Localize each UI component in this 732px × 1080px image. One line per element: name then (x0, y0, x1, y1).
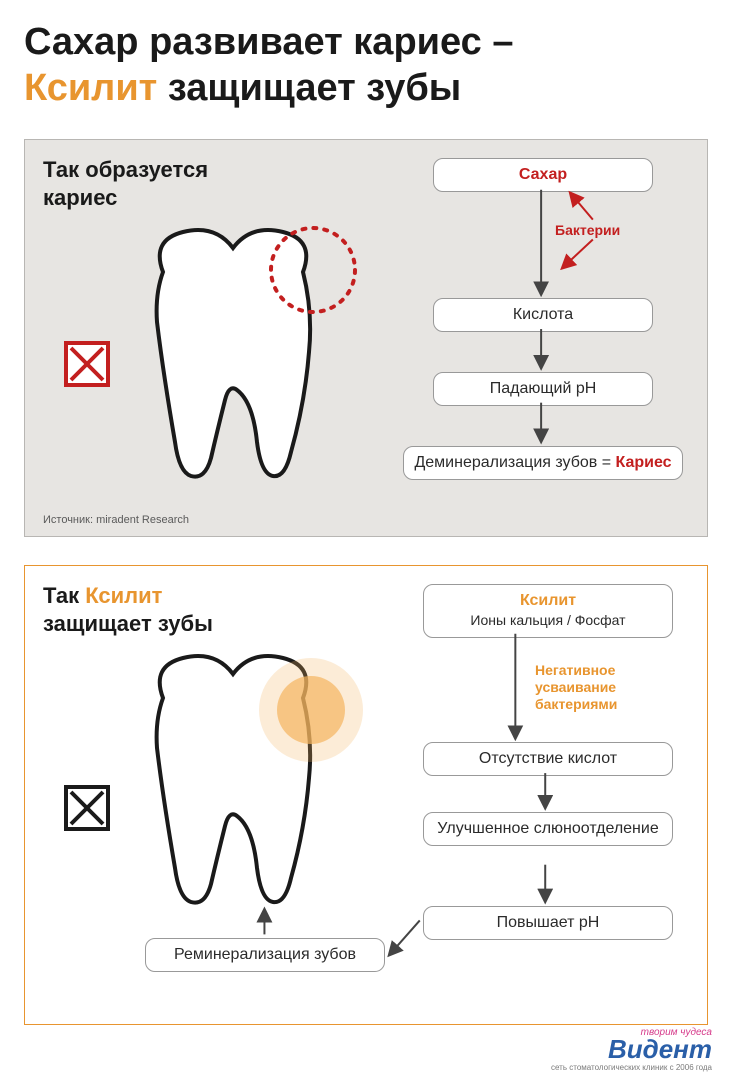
flow-box-reminer-text: Реминерализация зубов (174, 946, 356, 963)
flow-box-acid: Кислота (433, 298, 653, 332)
panel-xylitol-title-l2: защищает зубы (43, 611, 213, 636)
flow-box-xylitol-accent: Ксилит (520, 592, 576, 609)
panel-xylitol-title-accent: Ксилит (85, 583, 162, 608)
flow-box-xylitol-sub: Ионы кальция / Фосфат (470, 612, 625, 628)
panel-xylitol: Так Ксилит защищает зубы Негативное усва… (24, 565, 708, 1025)
checkbox-x-red-icon (63, 340, 111, 388)
headline-line1: Сахар развивает кариес – (24, 21, 513, 63)
heal-circle-icon (255, 654, 367, 766)
flow-box-saliva: Улучшенное слюноотделение (423, 812, 673, 846)
brand-logo: творим чудеса Видент сеть стоматологичес… (551, 1027, 712, 1072)
flow-box-phup-text: Повышает pH (497, 914, 600, 931)
flow-box-reminer: Реминерализация зубов (145, 938, 385, 972)
flow-box-acid-text: Кислота (513, 306, 573, 323)
annot-neg-l3: бактериями (535, 696, 617, 712)
annot-neg-l2: усваивание (535, 679, 616, 695)
flow-box-caries-a: Деминерализация зубов = (414, 454, 615, 471)
decay-circle-icon (265, 222, 361, 318)
source-text: Источник: miradent Research (43, 514, 189, 526)
flow-box-xylitol: Ксилит Ионы кальция / Фосфат (423, 584, 673, 638)
annotation-bacteria: Бактерии (555, 222, 620, 239)
flow-box-sugar: Сахар (433, 158, 653, 192)
checkbox-x-black-icon (63, 784, 111, 832)
flow-box-ph: Падающий pH (433, 372, 653, 406)
flow-box-sugar-text: Сахар (519, 166, 567, 183)
flow-box-saliva-text: Улучшенное слюноотделение (437, 820, 658, 837)
panel-sugar: Так образуется кариес Бактерии Сахар Кис… (24, 139, 708, 537)
headline: Сахар развивает кариес – Ксилит защищает… (24, 20, 708, 111)
flow-box-noacid-text: Отсутствие кислот (479, 750, 617, 767)
headline-accent: Ксилит (24, 67, 157, 109)
brand-name: Видент (551, 1036, 712, 1062)
annotation-bacteria-text: Бактерии (555, 222, 620, 238)
brand-subtitle: сеть стоматологических клиник с 2006 год… (551, 1063, 712, 1072)
headline-line2b: защищает зубы (157, 67, 461, 109)
panel-sugar-title-l2: кариес (43, 185, 117, 210)
flow-box-caries-accent: Кариес (616, 454, 672, 471)
flow-box-caries: Деминерализация зубов = Кариес (403, 446, 683, 480)
annot-neg-l1: Негативное (535, 662, 615, 678)
flow-box-phup: Повышает pH (423, 906, 673, 940)
flow-box-noacid: Отсутствие кислот (423, 742, 673, 776)
annotation-negative: Негативное усваивание бактериями (535, 662, 617, 712)
panel-xylitol-title-a: Так (43, 583, 85, 608)
flow-box-ph-text: Падающий pH (490, 380, 597, 397)
panel-sugar-title-l1: Так образуется (43, 157, 208, 182)
